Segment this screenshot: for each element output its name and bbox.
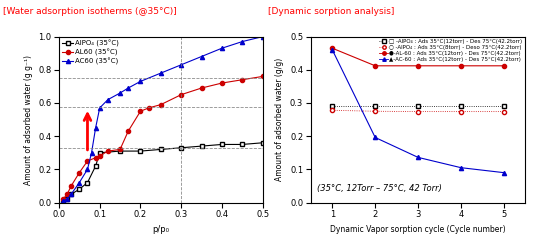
Y-axis label: Amount of adsorbed water (g/g): Amount of adsorbed water (g/g) [276, 58, 285, 181]
Text: (35°C, 12Torr – 75°C, 42 Torr): (35°C, 12Torr – 75°C, 42 Torr) [317, 183, 442, 193]
X-axis label: Dynamic Vapor sorption cycle (Cycle number): Dynamic Vapor sorption cycle (Cycle numb… [330, 225, 506, 234]
X-axis label: p/p₀: p/p₀ [152, 225, 169, 234]
Text: [Dynamic sorption analysis]: [Dynamic sorption analysis] [268, 7, 394, 16]
Legend: □ -AlPO₄ : Ads 35°C(12torr) - Des 75°C(42.2torr), ○ -AlPO₄ : Ads 35°C(8torr) - D: □ -AlPO₄ : Ads 35°C(12torr) - Des 75°C(4… [379, 39, 523, 62]
Text: [Water adsorption isotherms (@35°C)]: [Water adsorption isotherms (@35°C)] [3, 7, 176, 16]
Y-axis label: Amount of adsorbed water (g g⁻¹): Amount of adsorbed water (g g⁻¹) [24, 55, 33, 184]
Legend: AlPO₄ (35°C), AL60 (35°C), AC60 (35°C): AlPO₄ (35°C), AL60 (35°C), AC60 (35°C) [62, 40, 119, 64]
